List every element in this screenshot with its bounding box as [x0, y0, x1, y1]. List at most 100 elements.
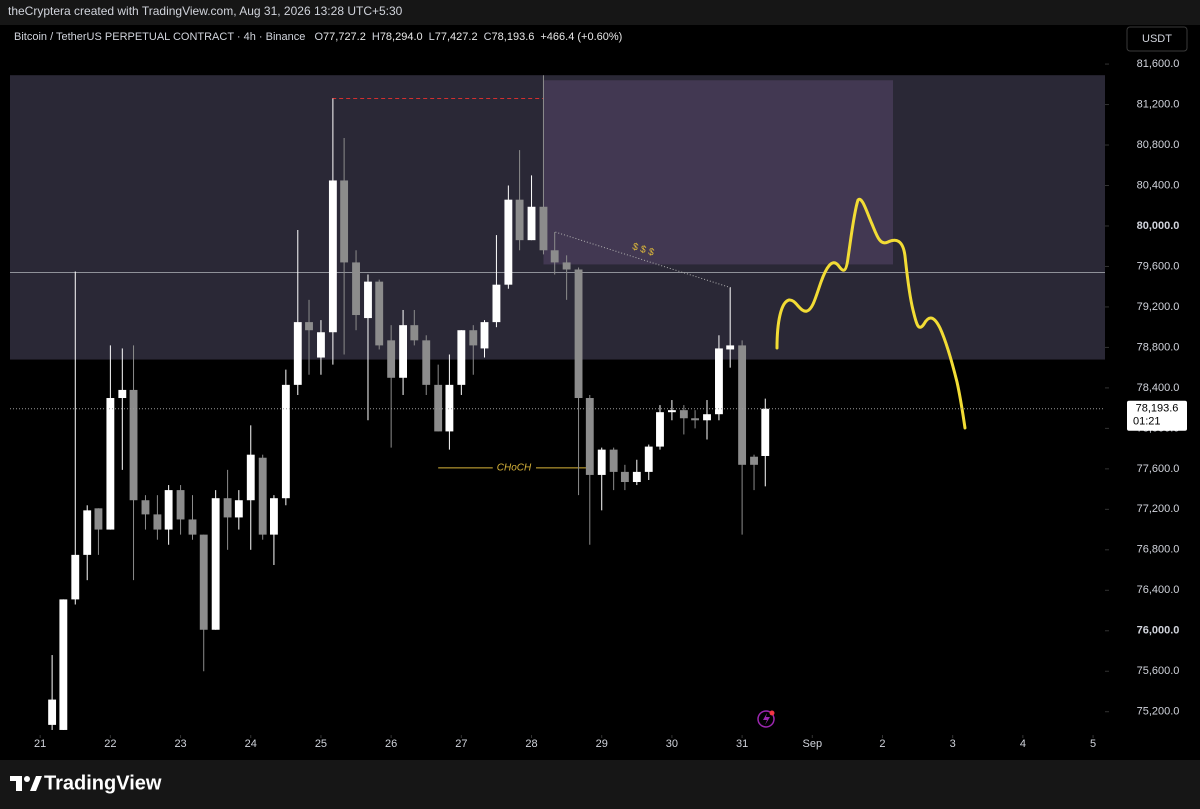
- candle-body: [269, 498, 278, 535]
- y-tick-label: 80,400.0: [1137, 179, 1180, 191]
- candle-body: [469, 330, 478, 346]
- x-tick-label: 24: [245, 738, 257, 750]
- x-tick-label: 3: [950, 738, 956, 750]
- y-tick-label: 79,200.0: [1137, 301, 1180, 313]
- ohlc-value: 78,294.0: [379, 31, 423, 43]
- candle-body: [703, 414, 711, 421]
- x-tick-label: 23: [174, 738, 186, 750]
- candle-body: [480, 322, 489, 349]
- alert-icon[interactable]: [757, 710, 775, 728]
- candle-body: [399, 325, 408, 378]
- x-tick-label: 2: [879, 738, 885, 750]
- symbol-legend: Bitcoin / TetherUS PERPETUAL CONTRACT · …: [14, 31, 622, 43]
- y-tick-label: 80,000.0: [1137, 220, 1180, 232]
- x-tick-label: 28: [525, 738, 537, 750]
- candle-body: [375, 281, 384, 346]
- candle-body: [352, 262, 360, 316]
- candle-body: [750, 456, 758, 465]
- candle-body: [305, 322, 313, 331]
- currency[interactable]: USDT: [1142, 33, 1172, 45]
- x-tick-label: 22: [104, 738, 116, 750]
- candle-body: [59, 599, 68, 730]
- candle-body: [141, 500, 150, 515]
- y-tick-label: 75,200.0: [1137, 706, 1180, 718]
- candle-body: [738, 345, 747, 465]
- x-tick-label: 27: [455, 738, 467, 750]
- candle-body: [364, 281, 372, 319]
- last-price-label: 78,193.6: [1136, 403, 1179, 415]
- candle-body: [410, 325, 419, 341]
- zone: [543, 80, 894, 265]
- x-tick-label: 21: [34, 738, 46, 750]
- y-tick-label: 79,600.0: [1137, 260, 1180, 272]
- candle-body: [504, 199, 513, 285]
- candle-body: [188, 519, 197, 535]
- hand-drawn-projection: [775, 197, 967, 430]
- y-tick-label: 78,400.0: [1137, 382, 1180, 394]
- x-tick-label: 31: [736, 738, 748, 750]
- candle-body: [293, 322, 302, 385]
- candle-body: [83, 510, 92, 555]
- candle-body: [94, 508, 103, 530]
- candle-body: [328, 180, 337, 333]
- candle-body: [340, 180, 349, 263]
- ohlc-key: H: [371, 31, 380, 43]
- tv-logo-icon: [10, 776, 42, 791]
- candle-body: [562, 262, 571, 270]
- candle-body: [574, 269, 583, 399]
- y-tick-label: 77,200.0: [1137, 503, 1180, 515]
- currency-button[interactable]: [1126, 26, 1188, 52]
- x-tick-label: Sep: [803, 738, 823, 750]
- y-tick-label: 75,600.0: [1137, 665, 1180, 677]
- candle-body: [656, 412, 664, 447]
- candle-body: [258, 457, 267, 535]
- credit: theCryptera created with TradingView.com…: [8, 4, 403, 18]
- candle-body: [246, 454, 255, 501]
- candle-body: [644, 446, 653, 472]
- label-background: [492, 462, 536, 474]
- ohlc-key: C: [483, 31, 492, 43]
- symbol: Bitcoin / TetherUS PERPETUAL CONTRACT · …: [14, 31, 306, 43]
- candle-body: [539, 206, 548, 251]
- candle-body: [667, 410, 676, 413]
- ohlc-key: O: [314, 31, 324, 43]
- candle-body: [515, 199, 524, 241]
- candle-body: [48, 699, 57, 725]
- candle-body: [715, 348, 723, 415]
- y-tick-label: 77,600.0: [1137, 463, 1180, 475]
- drawing-line: [555, 231, 732, 289]
- ohlc-key: L: [428, 31, 435, 43]
- y-tick-label: 81,200.0: [1137, 98, 1180, 110]
- x-tick-label: 30: [666, 738, 678, 750]
- y-tick-label: 80,800.0: [1137, 139, 1180, 151]
- candle-body: [445, 384, 454, 432]
- y-tick-label: 78,800.0: [1137, 341, 1180, 353]
- candle-body: [281, 384, 290, 499]
- alert-bolt: [763, 713, 770, 725]
- y-tick-label: 76,000.0: [1137, 625, 1180, 637]
- x-tick-label: 25: [315, 738, 327, 750]
- candle-body: [153, 514, 162, 530]
- change: +466.4 (+0.60%): [540, 31, 623, 43]
- x-tick-label: 5: [1090, 738, 1096, 750]
- candle-body: [492, 284, 501, 323]
- ohlc-value: 78,193.6: [491, 31, 535, 43]
- alert-dot: [769, 710, 775, 716]
- candle-body: [457, 330, 466, 385]
- candle-body: [527, 206, 536, 241]
- candle-body: [387, 340, 396, 378]
- candle-body: [129, 389, 138, 501]
- x-tick-label: 29: [596, 738, 608, 750]
- candle-body: [585, 398, 594, 475]
- y-tick-label: 76,800.0: [1137, 544, 1180, 556]
- candle-body: [550, 250, 559, 263]
- candle-body: [164, 490, 173, 530]
- footer-logo: TradingView: [44, 772, 162, 794]
- candle-body: [761, 408, 770, 456]
- candle-body: [679, 410, 688, 419]
- last-price-tag: [1127, 400, 1187, 431]
- candle-body: [422, 340, 431, 385]
- candle-body: [726, 345, 735, 350]
